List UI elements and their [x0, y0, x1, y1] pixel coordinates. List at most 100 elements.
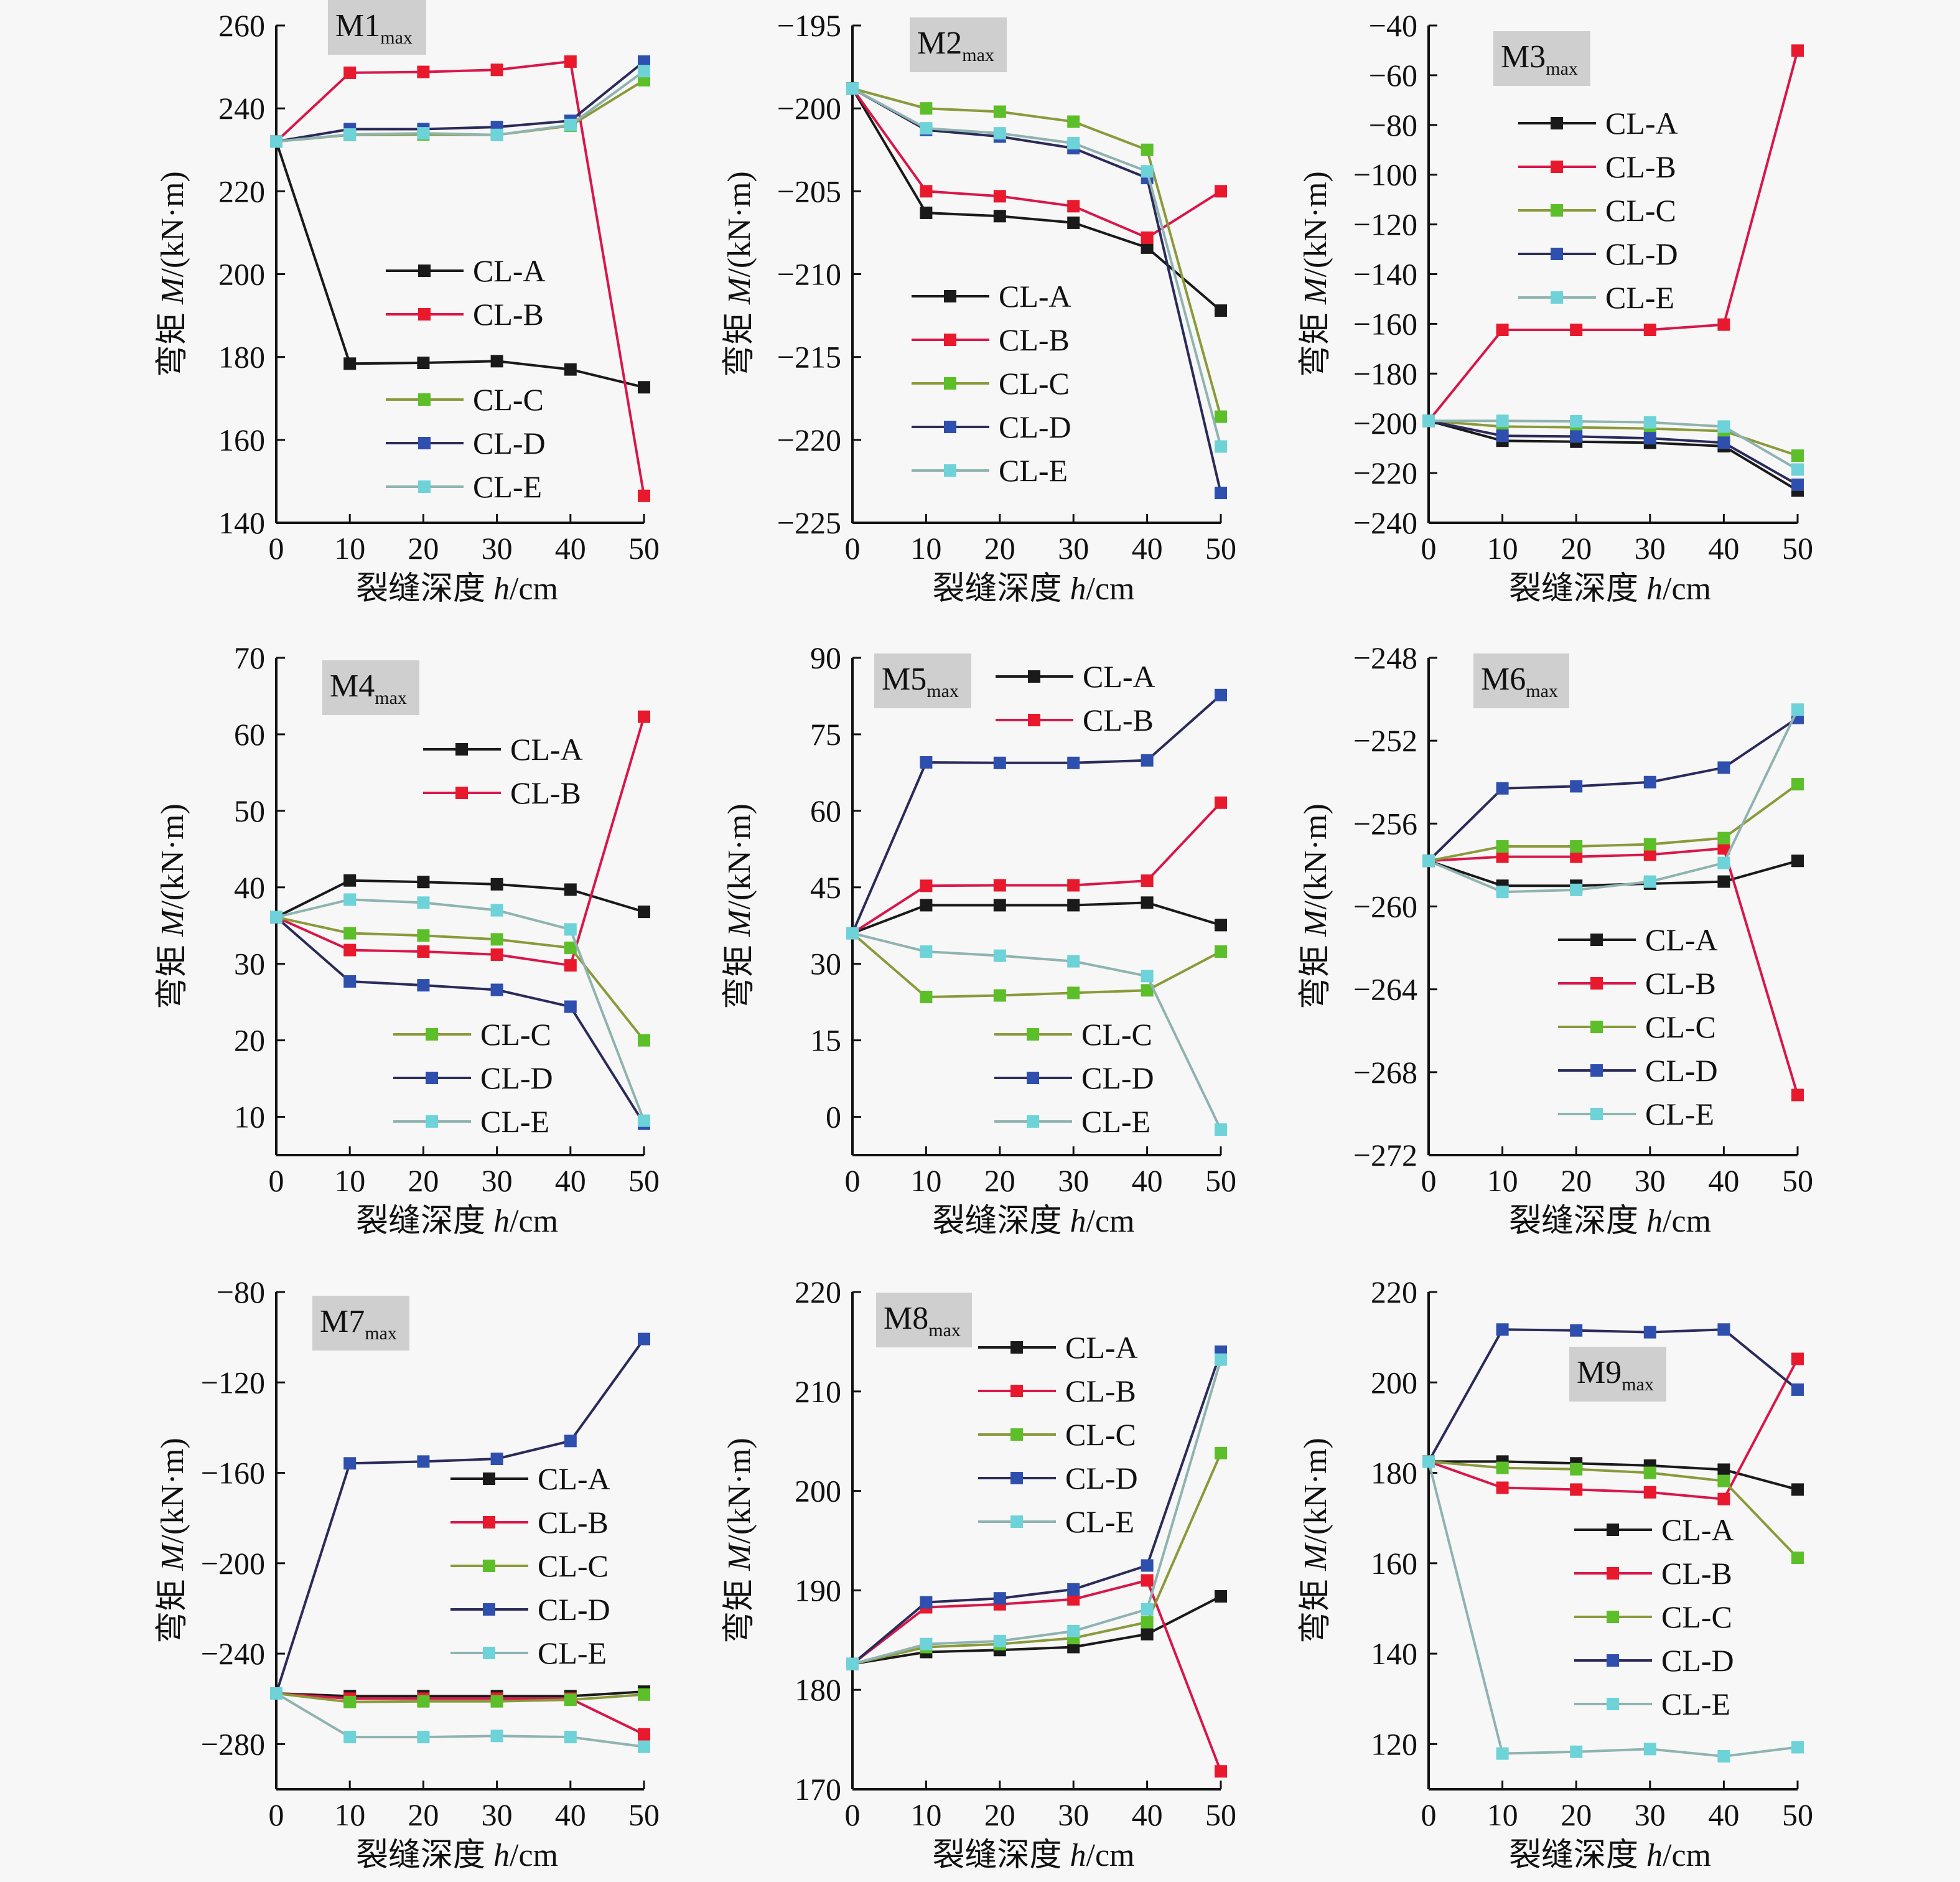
- legend-label: CL-B: [1605, 149, 1676, 184]
- legend-label: CL-C: [538, 1548, 609, 1583]
- series-line: [852, 87, 1222, 418]
- series-line: [852, 1359, 1222, 1665]
- legend-item-cl-b: CL-B: [423, 775, 581, 810]
- y-tick-label: 200: [795, 1474, 841, 1509]
- legend-label: CL-E: [538, 1636, 607, 1670]
- data-point: [638, 65, 650, 78]
- legend-item-cl-b: CL-B: [996, 703, 1154, 737]
- y-tick-label: 10: [234, 1100, 265, 1135]
- legend-marker: [1027, 1072, 1039, 1084]
- data-point: [1067, 200, 1080, 213]
- data-point: [1215, 487, 1227, 500]
- x-tick-label: 10: [334, 1163, 365, 1198]
- data-point: [1141, 896, 1154, 909]
- x-tick-label: 0: [269, 1163, 284, 1198]
- y-tick-label: 200: [1371, 1365, 1417, 1400]
- data-point: [1141, 1574, 1154, 1587]
- data-point: [993, 1592, 1006, 1605]
- data-point: [920, 185, 933, 198]
- x-tick-label: 40: [1708, 1797, 1739, 1832]
- y-tick-label: −200: [201, 1546, 265, 1581]
- x-tick-label: 0: [845, 531, 861, 566]
- series-cl-d: [270, 911, 650, 1130]
- y-tick-label: −260: [1353, 889, 1417, 924]
- series-cl-b: [1422, 842, 1804, 1102]
- legend-marker: [1607, 1524, 1619, 1536]
- data-point: [1422, 854, 1435, 868]
- data-point: [490, 63, 503, 77]
- series-cl-a: [846, 82, 1227, 317]
- legend-label: CL-D: [473, 426, 546, 461]
- legend-label: CL-D: [538, 1592, 610, 1627]
- legend-label: CL-E: [1081, 1104, 1150, 1139]
- data-point: [1141, 143, 1154, 156]
- data-point: [490, 1453, 503, 1466]
- data-point: [1791, 44, 1804, 57]
- series-cl-b: [270, 55, 650, 502]
- legend-label: CL-B: [1661, 1556, 1732, 1591]
- data-point: [920, 1596, 933, 1609]
- legend-item-cl-c: CL-C: [978, 1417, 1136, 1452]
- series-line: [1429, 419, 1799, 471]
- data-point: [417, 876, 430, 889]
- data-point: [564, 118, 577, 131]
- legend-item-cl-a: CL-A: [450, 1461, 610, 1496]
- data-point: [1215, 1589, 1227, 1603]
- legend-label: CL-A: [473, 253, 546, 288]
- legend-item-cl-a: CL-A: [1574, 1512, 1734, 1547]
- legend-item-cl-c: CL-C: [1574, 1599, 1732, 1634]
- legend-marker: [1551, 248, 1563, 260]
- legend-label: CL-C: [1065, 1417, 1136, 1452]
- series-line: [851, 1579, 1222, 1772]
- data-point: [417, 896, 430, 909]
- x-tick-label: 20: [408, 531, 439, 566]
- legend-marker: [483, 1472, 495, 1485]
- x-tick-label: 30: [1635, 1163, 1666, 1198]
- x-tick-label: 30: [1635, 531, 1666, 566]
- legend-marker: [426, 1028, 438, 1041]
- legend-item-cl-e: CL-E: [1558, 1097, 1714, 1131]
- data-point: [993, 989, 1006, 1002]
- data-point: [920, 879, 933, 892]
- legend-item-cl-e: CL-E: [912, 453, 1068, 488]
- y-tick-label: −40: [1369, 8, 1417, 43]
- series-line: [275, 141, 645, 389]
- series-cl-e: [1422, 1455, 1804, 1763]
- data-point: [1215, 304, 1227, 317]
- legend-marker: [483, 1516, 495, 1529]
- y-tick-label: −200: [777, 91, 841, 126]
- legend-marker: [1027, 1115, 1039, 1128]
- data-point: [993, 879, 1006, 892]
- series-cl-a: [846, 896, 1227, 940]
- legend-marker: [418, 393, 431, 406]
- legend-item-cl-b: CL-B: [1518, 149, 1676, 184]
- series-line: [1429, 1460, 1798, 1491]
- y-axis-title: 弯矩 M/(kN·m): [721, 171, 757, 377]
- x-axis-title: 裂缝深度 h/cm: [356, 571, 558, 607]
- panel-label-box: [1493, 31, 1590, 86]
- series-line: [851, 88, 1222, 312]
- x-tick-label: 30: [482, 531, 513, 566]
- y-tick-label: 50: [234, 794, 265, 828]
- data-point: [1717, 318, 1730, 331]
- legend-item-cl-c: CL-C: [912, 366, 1070, 401]
- x-tick-label: 40: [555, 531, 586, 566]
- series-line: [276, 898, 645, 1121]
- data-point: [1422, 1455, 1435, 1468]
- data-point: [1067, 115, 1080, 128]
- x-axis-title: 裂缝深度 h/cm: [356, 1204, 558, 1239]
- series-line: [275, 1692, 645, 1748]
- legend-item-cl-e: CL-E: [994, 1104, 1150, 1139]
- series-cl-b: [1422, 44, 1804, 428]
- legend-label: CL-B: [510, 775, 581, 810]
- x-tick-label: 20: [1561, 1797, 1592, 1832]
- legend-item-cl-b: CL-B: [1574, 1556, 1732, 1591]
- series-line: [276, 879, 645, 919]
- y-tick-label: −140: [1353, 257, 1417, 292]
- data-point: [1717, 842, 1730, 855]
- data-point: [1717, 831, 1730, 845]
- data-point: [993, 127, 1006, 140]
- legend-label: CL-A: [999, 279, 1071, 314]
- x-tick-label: 10: [1487, 1797, 1518, 1832]
- data-point: [564, 363, 577, 376]
